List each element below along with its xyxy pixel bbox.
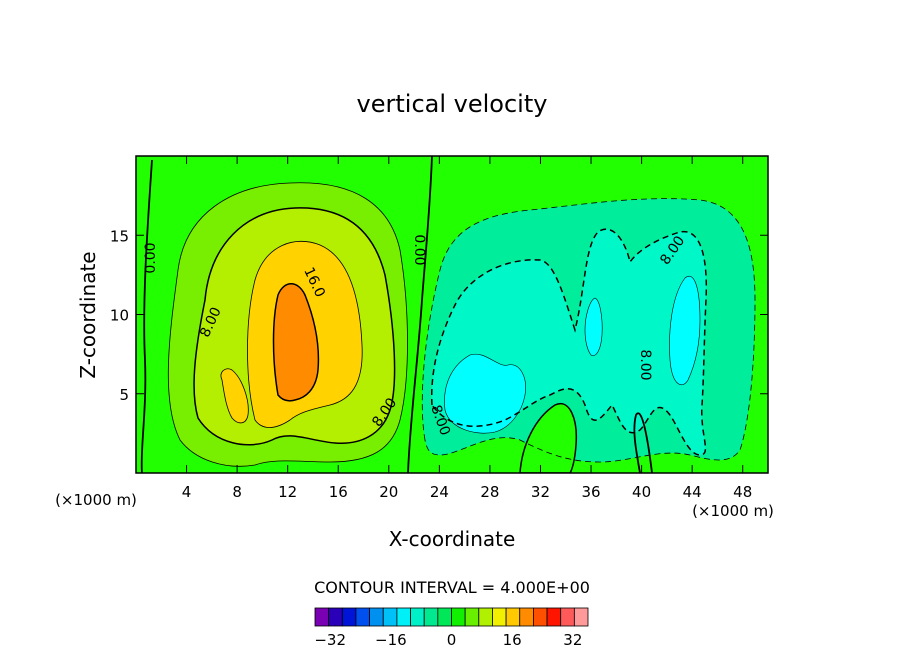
region-neg-8-line <box>430 228 708 456</box>
region-neg-4-line <box>421 198 756 463</box>
region-neg-12b-line <box>669 275 701 385</box>
contour-label: 0.00 <box>143 242 159 273</box>
region-pos-8-line <box>193 207 396 446</box>
svg-text:0.00: 0.00 <box>143 242 159 273</box>
colorbar-swatch <box>369 607 384 627</box>
region-pos-bottom <box>520 403 577 473</box>
region-neg-12b <box>669 276 700 385</box>
colorbar-swatch <box>560 607 575 627</box>
colorbar-swatch <box>355 607 371 627</box>
x-tick-label: 24 <box>430 483 449 501</box>
colorbar-swatch <box>451 607 466 627</box>
x-unit-right: (×1000 m) <box>692 502 774 520</box>
x-tick-label: 44 <box>683 483 702 501</box>
zero-contour-line-1 <box>407 156 433 473</box>
x-axis-ticks: 4 8 12 16 20 24 28 32 36 40 44 48 <box>182 156 752 501</box>
colorbar-swatch <box>464 607 480 627</box>
contour-label: 0.00 <box>411 234 427 265</box>
svg-text:8.00: 8.00 <box>637 349 653 380</box>
colorbar-swatch <box>382 607 398 627</box>
colorbar-swatch <box>437 607 452 627</box>
colorbar-swatch <box>546 607 562 627</box>
colorbar-swatch <box>519 607 534 627</box>
colorbar-tick-label: −32 <box>314 631 346 649</box>
region-pos-bottom-line <box>519 402 578 473</box>
region-pos-12-line <box>247 241 363 428</box>
colorbar <box>314 607 589 627</box>
y-tick-label: 15 <box>110 227 129 245</box>
colorbar-ticks: −32 −16 0 16 32 <box>314 631 582 649</box>
region-pos-12b-line <box>220 368 249 424</box>
colorbar-swatch <box>423 607 439 627</box>
region-pos-4-line <box>167 182 408 467</box>
colorbar-swatch <box>396 607 411 627</box>
colorbar-swatch <box>505 607 521 627</box>
x-tick-label: 36 <box>581 483 600 501</box>
x-tick-label: 28 <box>480 483 499 501</box>
x-tick-label: 40 <box>632 483 651 501</box>
colorbar-tick-label: 32 <box>563 631 582 649</box>
x-tick-label: 20 <box>379 483 398 501</box>
y-axis-label: Z-coordinate <box>76 251 100 378</box>
svg-text:0.00: 0.00 <box>411 234 427 265</box>
region-neg-12c <box>585 298 603 356</box>
y-tick-label: 5 <box>119 386 129 404</box>
colorbar-swatch <box>410 607 425 627</box>
colorbar-swatch <box>533 607 548 627</box>
contour-lines <box>140 156 756 473</box>
region-neg-12c-line <box>584 297 603 356</box>
zero-contour-line-0 <box>140 159 153 473</box>
x-tick-label: 12 <box>278 483 297 501</box>
chart-title: vertical velocity <box>357 90 548 118</box>
colorbar-swatch <box>492 607 507 627</box>
x-tick-label: 8 <box>232 483 242 501</box>
region-neg-12a-line <box>444 353 526 434</box>
region-neg-12a <box>444 354 526 434</box>
colorbar-swatch <box>478 607 493 627</box>
colorbar-tick-label: 16 <box>503 631 522 649</box>
colorbar-swatch <box>328 607 343 627</box>
y-tick-label: 10 <box>110 307 129 325</box>
x-axis-label: X-coordinate <box>389 527 516 551</box>
region-pos-12b <box>220 368 249 423</box>
contour-label: 8.00 <box>637 349 653 380</box>
x-unit-left: (×1000 m) <box>55 491 137 509</box>
zero-contour-line-2 <box>633 412 653 473</box>
x-tick-label: 32 <box>531 483 550 501</box>
contour-interval-label: CONTOUR INTERVAL = 4.000E+00 <box>314 578 590 597</box>
y-axis-ticks: 5 10 15 <box>110 227 768 404</box>
colorbar-swatch <box>341 607 357 627</box>
x-tick-label: 16 <box>329 483 348 501</box>
region-pos-16 <box>273 283 319 401</box>
colorbar-tick-label: −16 <box>375 631 407 649</box>
colorbar-swatch <box>314 607 330 627</box>
region-pos-16-line <box>272 283 320 402</box>
colorbar-swatch <box>573 607 589 627</box>
x-tick-label: 48 <box>733 483 752 501</box>
colorbar-tick-label: 0 <box>447 631 457 649</box>
x-tick-label: 4 <box>182 483 192 501</box>
